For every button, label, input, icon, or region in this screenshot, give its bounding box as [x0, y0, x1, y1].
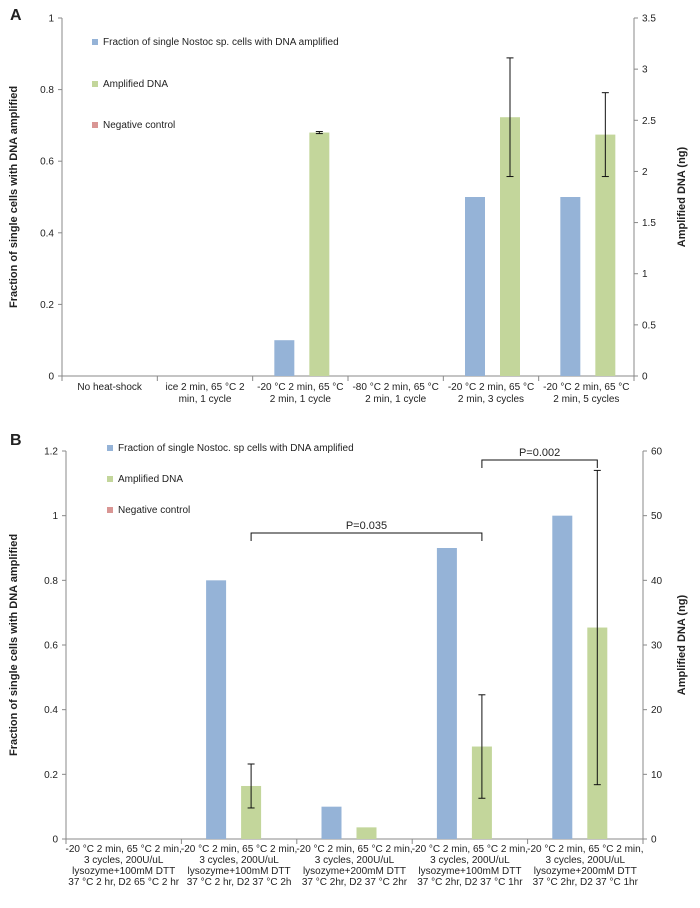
x-category-label-b: 3 cycles, 200U/uL [546, 855, 626, 866]
bar-fraction-b [436, 548, 457, 839]
bar-fraction-b [321, 806, 342, 839]
panel-label-a: A [10, 7, 22, 24]
legend-label-b: Fraction of single Nostoc. sp cells with… [118, 443, 354, 454]
y-left-tick-label-a: 0.6 [40, 157, 54, 168]
y-left-tick-label-a: 0.8 [40, 85, 54, 96]
y-right-tick-label-b: 60 [651, 447, 663, 458]
x-category-label-a: No heat-shock [77, 382, 142, 393]
x-category-label-b: -20 °C 2 min, 65 °C 2 min, [412, 844, 528, 855]
significance-bracket-b [250, 532, 483, 541]
x-category-label-b: lysozyme+100mM DTT [188, 866, 291, 877]
significance-label-b: P=0.002 [519, 447, 560, 459]
panel-label-b: B [10, 432, 22, 449]
y-right-tick-label-a: 3.5 [642, 14, 656, 25]
bar-amplified-dna-a [309, 132, 330, 376]
significance-label-b: P=0.035 [346, 520, 387, 532]
x-category-label-b: lysozyme+100mM DTT [418, 866, 521, 877]
x-category-label-b: 37 °C 2 hr, D2 37 °C 2h [187, 877, 292, 888]
y-left-tick-label-a: 1 [48, 14, 54, 25]
y-right-tick-label-b: 30 [651, 641, 663, 652]
y-axis-title-right-b: Amplified DNA (ng) [676, 594, 688, 695]
bar-amplified-dna-b [356, 827, 377, 839]
y-left-tick-label-b: 0.4 [44, 705, 58, 716]
y-right-tick-label-b: 10 [651, 770, 663, 781]
bar-fraction-b [552, 515, 573, 839]
x-category-label-b: -20 °C 2 min, 65 °C 2 min, [66, 844, 182, 855]
y-left-tick-label-b: 1 [52, 511, 58, 522]
legend-swatch-b [107, 476, 113, 482]
x-category-label-b: lysozyme+100mM DTT [72, 866, 175, 877]
y-axis-title-left-b: Fraction of single cells with DNA amplif… [8, 534, 20, 756]
x-category-label-b: 3 cycles, 200U/uL [199, 855, 279, 866]
significance-bracket-b [481, 459, 598, 468]
x-category-label-a: -80 °C 2 min, 65 °C [352, 382, 438, 393]
legend-swatch-b [107, 445, 113, 451]
x-category-label-a: 2 min, 1 cycle [270, 394, 332, 405]
y-right-tick-label-a: 2.5 [642, 116, 656, 127]
y-right-tick-label-a: 0 [642, 372, 648, 383]
y-left-tick-label-b: 0.6 [44, 641, 58, 652]
y-right-tick-label-a: 2 [642, 167, 648, 178]
x-category-label-b: 3 cycles, 200U/uL [84, 855, 164, 866]
y-axis-title-left-a: Fraction of single cells with DNA amplif… [8, 86, 20, 308]
y-left-tick-label-b: 0 [52, 835, 58, 846]
y-right-tick-label-b: 0 [651, 835, 657, 846]
x-category-label-b: -20 °C 2 min, 65 °C 2 min, [181, 844, 297, 855]
legend-label-a: Negative control [103, 120, 175, 131]
x-category-label-a: -20 °C 2 min, 65 °C [543, 382, 629, 393]
y-left-tick-label-a: 0.2 [40, 300, 54, 311]
x-category-label-b: -20 °C 2 min, 65 °C 2 min, [296, 844, 412, 855]
x-category-label-a: -20 °C 2 min, 65 °C [257, 382, 343, 393]
legend-swatch-a [92, 122, 98, 128]
y-left-tick-label-b: 0.8 [44, 576, 58, 587]
bar-fraction-a [465, 197, 485, 376]
y-right-tick-label-a: 1.5 [642, 218, 656, 229]
x-category-label-b: lysozyme+200mM DTT [534, 866, 637, 877]
x-category-label-a: 2 min, 5 cycles [553, 394, 619, 405]
y-left-tick-label-b: 1.2 [44, 447, 58, 458]
y-left-tick-label-b: 0.2 [44, 770, 58, 781]
x-category-label-b: -20 °C 2 min, 65 °C 2 min, [527, 844, 643, 855]
y-right-tick-label-b: 40 [651, 576, 663, 587]
legend-swatch-a [92, 39, 98, 45]
legend-label-a: Fraction of single Nostoc sp. cells with… [103, 37, 339, 48]
y-axis-title-right-a: Amplified DNA (ng) [676, 146, 688, 247]
bar-fraction-a [274, 340, 295, 376]
bar-fraction-b [206, 580, 227, 839]
x-category-label-b: lysozyme+200mM DTT [303, 866, 406, 877]
y-right-tick-label-b: 50 [651, 511, 663, 522]
legend-label-a: Amplified DNA [103, 79, 168, 90]
bar-amplified-dna-a [595, 134, 616, 376]
x-category-label-b: 3 cycles, 200U/uL [430, 855, 510, 866]
legend-label-b: Negative control [118, 505, 190, 516]
y-right-tick-label-b: 20 [651, 705, 663, 716]
x-category-label-a: -20 °C 2 min, 65 °C [448, 382, 534, 393]
y-right-tick-label-a: 3 [642, 65, 648, 76]
bar-fraction-a [560, 197, 581, 376]
x-category-label-a: min, 1 cycle [179, 394, 232, 405]
x-category-label-b: 37 °C 2 hr, D2 65 °C 2 hr [68, 877, 180, 888]
bar-amplified-dna-b [241, 785, 262, 839]
y-left-tick-label-a: 0 [48, 372, 54, 383]
y-right-tick-label-a: 0.5 [642, 320, 656, 331]
y-left-tick-label-a: 0.4 [40, 228, 54, 239]
y-right-tick-label-a: 1 [642, 269, 648, 280]
legend-label-b: Amplified DNA [118, 474, 183, 485]
x-category-label-b: 37 °C 2hr, D2 37 °C 1hr [417, 877, 523, 888]
bar-amplified-dna-a [500, 117, 520, 377]
x-category-label-a: 2 min, 1 cycle [365, 394, 427, 405]
x-category-label-a: ice 2 min, 65 °C 2 [165, 382, 244, 393]
x-category-label-a: 2 min, 3 cycles [458, 394, 524, 405]
x-category-label-b: 3 cycles, 200U/uL [315, 855, 395, 866]
legend-swatch-a [92, 81, 98, 87]
legend-swatch-b [107, 507, 113, 513]
x-category-label-b: 37 °C 2hr, D2 37 °C 1hr [533, 877, 639, 888]
x-category-label-b: 37 °C 2hr, D2 37 °C 2hr [302, 877, 408, 888]
